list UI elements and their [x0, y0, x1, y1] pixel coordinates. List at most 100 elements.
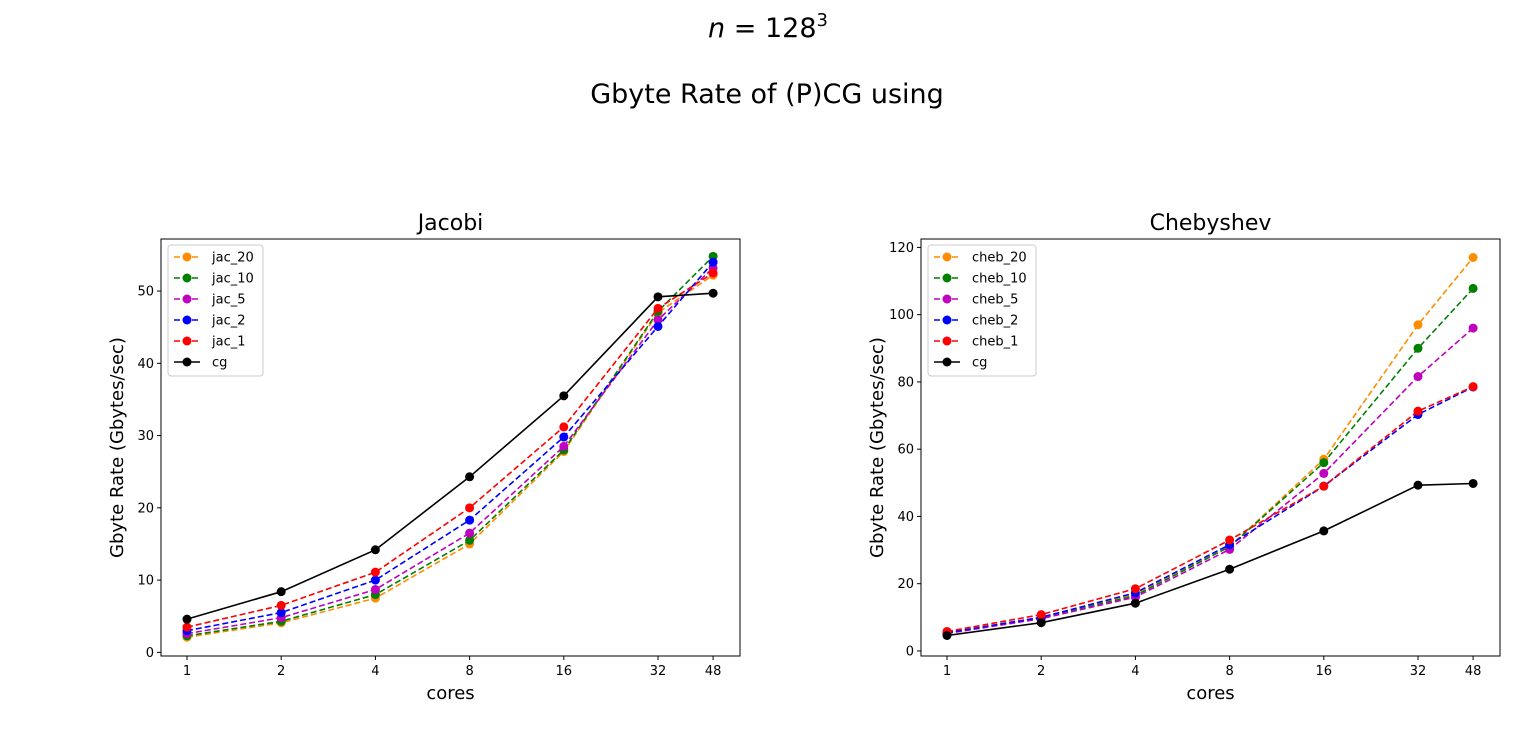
- chebyshev-series-cheb-1: [942, 382, 1478, 636]
- jacobi-point-jac-1: [465, 503, 475, 513]
- chebyshev-y-tick-label: 40: [897, 510, 914, 525]
- jacobi-series-line-cg: [186, 292, 714, 620]
- chebyshev-x-tick-label: 16: [1316, 664, 1333, 679]
- chebyshev-point-cheb-5: [1413, 372, 1423, 382]
- chebyshev-x-tick-label: 32: [1410, 664, 1427, 679]
- chebyshev-y-tick-label: 120: [889, 241, 914, 256]
- chebyshev-x-tick-label: 1: [943, 664, 951, 679]
- jacobi-point-cg: [559, 391, 569, 401]
- chebyshev-legend-label-cg: cg: [972, 356, 987, 371]
- jacobi-legend-label-jac-20: jac_20: [211, 251, 254, 266]
- chebyshev-legend-marker-cg: [942, 357, 952, 367]
- jacobi-point-jac-2: [465, 515, 475, 525]
- jacobi-plot-frame: [160, 238, 741, 657]
- chebyshev-point-cheb-1: [1413, 406, 1423, 416]
- jacobi-series-cg: [182, 288, 718, 624]
- chebyshev-point-cheb-20: [1468, 252, 1478, 262]
- chebyshev-point-cg: [1036, 618, 1046, 628]
- jacobi-point-jac-5: [653, 315, 663, 325]
- chebyshev-point-cg: [1413, 480, 1423, 490]
- jacobi-legend-marker-jac-2: [182, 315, 192, 325]
- jacobi-point-cg: [276, 587, 286, 597]
- chebyshev-series-line-cheb-2: [946, 386, 1474, 634]
- chebyshev-y-axis-label: Gbyte Rate (Gbytes/sec): [867, 337, 888, 558]
- chebyshev-y-tick-label: 100: [889, 308, 914, 323]
- jacobi-x-axis-label: cores: [426, 683, 474, 704]
- chebyshev-legend-label-cheb-10: cheb_10: [972, 272, 1027, 287]
- jacobi-series-jac-1: [182, 268, 718, 632]
- chebyshev-x-tick-label: 4: [1131, 664, 1139, 679]
- chebyshev-point-cheb-1: [1225, 535, 1235, 545]
- jacobi-x-tick-label: 32: [650, 664, 667, 679]
- chebyshev-point-cheb-10: [1468, 283, 1478, 293]
- chebyshev-legend-label-cheb-20: cheb_20: [972, 251, 1027, 266]
- chebyshev-x-tick-label: 48: [1465, 664, 1482, 679]
- jacobi-series-line-jac-1: [186, 272, 714, 628]
- jacobi-legend: jac_20 jac_10 jac_5 jac_2 jac_1cg: [167, 244, 264, 377]
- chebyshev-y-tick-label: 80: [897, 375, 914, 390]
- jacobi-legend-label-jac-2: jac_2: [211, 314, 246, 329]
- chebyshev-point-cheb-1: [1036, 610, 1046, 620]
- chebyshev-legend-marker-cheb-10: [942, 273, 952, 283]
- chebyshev-point-cheb-10: [1413, 343, 1423, 353]
- jacobi-x-tick-label: 4: [371, 664, 379, 679]
- chebyshev-legend-marker-cheb-20: [942, 252, 952, 262]
- chebyshev-legend-label-cheb-1: cheb_1: [972, 335, 1018, 350]
- chebyshev-x-tick-label: 2: [1037, 664, 1045, 679]
- chebyshev-legend: cheb_20 cheb_10 cheb_5 cheb_2 cheb_1cg: [927, 244, 1037, 377]
- chebyshev-legend-label-cheb-5: cheb_5: [972, 293, 1018, 308]
- jacobi-legend-marker-jac-10: [182, 273, 192, 283]
- jacobi-point-cg: [370, 545, 380, 555]
- chebyshev-x-tick-label: 8: [1225, 664, 1233, 679]
- jacobi-y-tick-label: 30: [137, 429, 154, 444]
- jacobi-y-axis-label: Gbyte Rate (Gbytes/sec): [107, 337, 128, 558]
- chebyshev-point-cheb-10: [1319, 458, 1329, 468]
- chebyshev-legend-marker-cheb-5: [942, 294, 952, 304]
- jacobi-legend-label-jac-1: jac_1: [211, 335, 246, 350]
- jacobi-point-jac-1: [276, 600, 286, 610]
- chebyshev-series-line-cheb-1: [946, 385, 1474, 633]
- chebyshev-point-cheb-1: [1319, 481, 1329, 491]
- chebyshev-title: Chebyshev: [1150, 211, 1272, 236]
- jacobi-series-jac-2: [182, 257, 718, 636]
- chebyshev-y-tick-label: 0: [906, 644, 914, 659]
- suptitle-equation: = 128: [725, 13, 816, 44]
- jacobi-point-jac-5: [465, 528, 475, 538]
- chebyshev-point-cheb-5: [1468, 323, 1478, 333]
- jacobi-point-jac-1: [653, 303, 663, 313]
- suptitle-variable: n: [708, 13, 725, 44]
- jacobi-x-tick-label: 48: [705, 664, 722, 679]
- jacobi-y-tick-label: 0: [146, 646, 154, 661]
- chebyshev-point-cg: [1130, 598, 1140, 608]
- chebyshev-point-cg: [942, 630, 952, 640]
- jacobi-point-cg: [653, 292, 663, 302]
- figure-subtitle: Gbyte Rate of (P)CG using: [590, 79, 944, 110]
- jacobi-x-tick-label: 8: [465, 664, 473, 679]
- jacobi-y-tick-label: 10: [137, 574, 154, 589]
- jacobi-series-line-jac-2: [186, 261, 714, 632]
- jacobi-point-jac-1: [708, 268, 718, 278]
- chebyshev-point-cg: [1319, 526, 1329, 536]
- chebyshev-point-cg: [1468, 478, 1478, 488]
- jacobi-point-jac-2: [708, 257, 718, 267]
- jacobi-series-line-jac-10: [186, 255, 714, 637]
- jacobi-point-cg: [182, 614, 192, 624]
- jacobi-point-jac-1: [370, 567, 380, 577]
- jacobi-legend-label-cg: cg: [212, 356, 227, 371]
- chebyshev-series-cg: [942, 478, 1478, 640]
- jacobi-legend-marker-jac-20: [182, 252, 192, 262]
- jacobi-legend-label-jac-10: jac_10: [211, 272, 254, 287]
- chebyshev-point-cheb-1: [1468, 382, 1478, 392]
- chebyshev-y-tick-label: 20: [897, 577, 914, 592]
- jacobi-legend-marker-cg: [182, 357, 192, 367]
- jacobi-point-jac-2: [276, 608, 286, 618]
- chebyshev-legend-marker-cheb-2: [942, 315, 952, 325]
- suptitle-exponent: 3: [817, 10, 828, 31]
- jacobi-series-line-jac-20: [186, 274, 714, 638]
- jacobi-y-tick-label: 20: [137, 501, 154, 516]
- jacobi-legend-label-jac-5: jac_5: [211, 293, 246, 308]
- chebyshev-point-cheb-5: [1319, 468, 1329, 478]
